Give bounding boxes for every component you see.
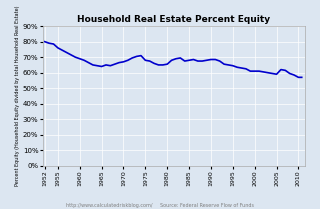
Title: Household Real Estate Percent Equity: Household Real Estate Percent Equity — [77, 15, 270, 24]
Text: http://www.calculatedriskblog.com/     Source: Federal Reserve Flow of Funds: http://www.calculatedriskblog.com/ Sourc… — [66, 203, 254, 208]
Y-axis label: Percent Equity (Household Equity divided by total Household Real Estate): Percent Equity (Household Equity divided… — [15, 6, 20, 186]
